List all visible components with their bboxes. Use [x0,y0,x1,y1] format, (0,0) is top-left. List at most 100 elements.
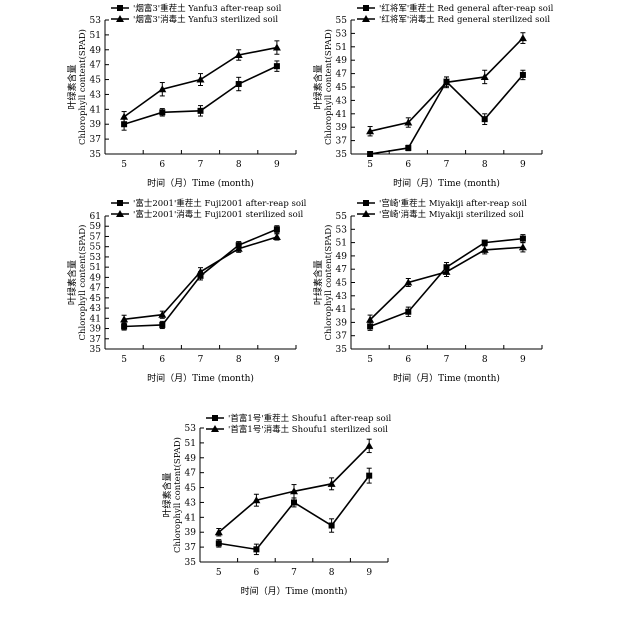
legend-label: '烟富3'重茬土 Yanfu3 after-reap soil [133,3,282,14]
y-tick-label: 49 [336,252,348,262]
x-tick-label: 7 [198,355,204,365]
data-point [442,267,451,275]
y-tick-label: 41 [90,314,101,324]
data-point [291,499,297,506]
y-tick-label: 41 [336,305,347,315]
y-tick-label: 43 [185,498,197,508]
y-tick-label: 39 [90,325,102,335]
legend-entry: '首富1号'消毒土 Shoufu1 sterilized soil [206,424,388,435]
legend-marker [363,5,369,11]
legend-label: '烟富3'消毒土 Yanfu3 sterilized soil [133,14,278,25]
y-tick-label: 53 [336,225,348,235]
legend-label: '首富1号'重茬土 Shoufu1 after-reap soil [228,413,392,424]
y-axis-label-en: Chlorophyll content(SPAD) [323,225,334,341]
data-point [121,121,128,128]
y-tick-label: 47 [90,61,102,71]
y-tick-label: 37 [185,543,197,553]
x-tick-label: 8 [329,568,335,578]
data-point [215,540,222,547]
y-axis-label-cn: 叶绿素含量 [66,64,78,109]
y-tick-label: 45 [90,294,102,304]
x-tick-label: 9 [274,355,280,365]
y-tick-label: 43 [90,304,102,314]
y-tick-label: 45 [185,484,197,494]
data-point [159,321,166,328]
y-tick-label: 61 [90,212,101,222]
x-tick-label: 8 [482,160,488,170]
legend-entry: '宫崎'消毒土 Miyakiji sterilized soil [357,209,524,220]
series-sterilized [366,242,527,325]
data-point [328,522,335,529]
legend-marker [116,210,124,217]
data-point [481,116,488,123]
legend-label: '富士2001'消毒土 Fuji2001 sterilized soil [133,209,303,220]
x-tick-label: 6 [159,355,165,365]
y-tick-label: 49 [90,273,102,283]
data-point [518,34,527,42]
data-point [365,441,374,449]
legend-entry: '烟富3'重茬土 Yanfu3 after-reap soil [111,3,282,14]
data-point [273,63,280,70]
x-tick-label: 6 [159,160,165,170]
data-point [519,71,526,78]
data-point [120,315,129,323]
data-point [404,278,413,286]
legend-label: '宫崎'消毒土 Miyakiji sterilized soil [379,209,524,220]
chart-5: 35 37 39 41 43 45 47 49 51 53 5 6 7 8 9 时间（月）Time (mont… [161,413,392,597]
series-line [369,246,523,321]
data-point [367,151,374,157]
legend-label: '红将军'重茬土 Red general after-reap soil [379,3,554,14]
data-point [518,243,527,251]
y-tick-label: 53 [90,16,102,26]
data-point [481,239,488,246]
legend-label: '红将军'消毒土 Red general sterilized soil [379,14,550,25]
y-tick-label: 43 [90,90,102,100]
data-point [404,118,413,126]
legend-marker [117,5,123,11]
data-point [366,127,375,135]
y-axis-label-en: Chlorophyll content(SPAD) [77,225,88,341]
data-point [366,472,373,479]
y-tick-label: 47 [185,469,197,479]
data-point [327,479,336,487]
y-tick-label: 37 [336,137,348,147]
y-tick-label: 43 [336,96,348,106]
y-tick-label: 51 [336,43,347,53]
x-tick-label: 5 [121,160,127,170]
y-tick-label: 51 [185,439,196,449]
y-axis-label-en: Chlorophyll content(SPAD) [77,29,88,145]
x-axis-label: 时间（月）Time (month) [147,372,254,384]
data-point [158,310,167,318]
x-tick-label: 5 [121,355,127,365]
y-tick-label: 35 [185,558,197,568]
y-tick-label: 49 [185,454,197,464]
legend-label: '首富1号'消毒土 Shoufu1 sterilized soil [228,424,388,435]
data-point [197,107,204,114]
y-tick-label: 53 [336,29,348,39]
y-tick-label: 53 [90,253,102,263]
x-tick-label: 6 [405,160,411,170]
x-tick-label: 5 [216,568,222,578]
y-tick-label: 35 [336,345,348,355]
y-axis-label-cn: 叶绿素含量 [161,472,173,517]
series-after-reap [121,60,280,131]
series-sterilized [120,232,281,324]
data-point [252,496,261,504]
y-tick-label: 55 [90,243,102,253]
y-axis-label-cn: 叶绿素含量 [312,260,324,305]
legend-marker [212,415,218,421]
y-axis-label-en: Chlorophyll content(SPAD) [323,29,334,145]
data-point [196,267,205,275]
x-tick-label: 7 [444,355,450,365]
data-point [480,245,489,253]
series-sterilized [214,438,374,537]
data-point [272,43,281,51]
legend-marker [362,15,370,22]
y-tick-label: 45 [336,279,348,289]
x-tick-label: 8 [482,355,488,365]
legend-marker [117,200,123,206]
y-axis-label-cn: 叶绿素含量 [312,64,324,109]
data-point [120,112,129,120]
data-point [121,323,128,330]
